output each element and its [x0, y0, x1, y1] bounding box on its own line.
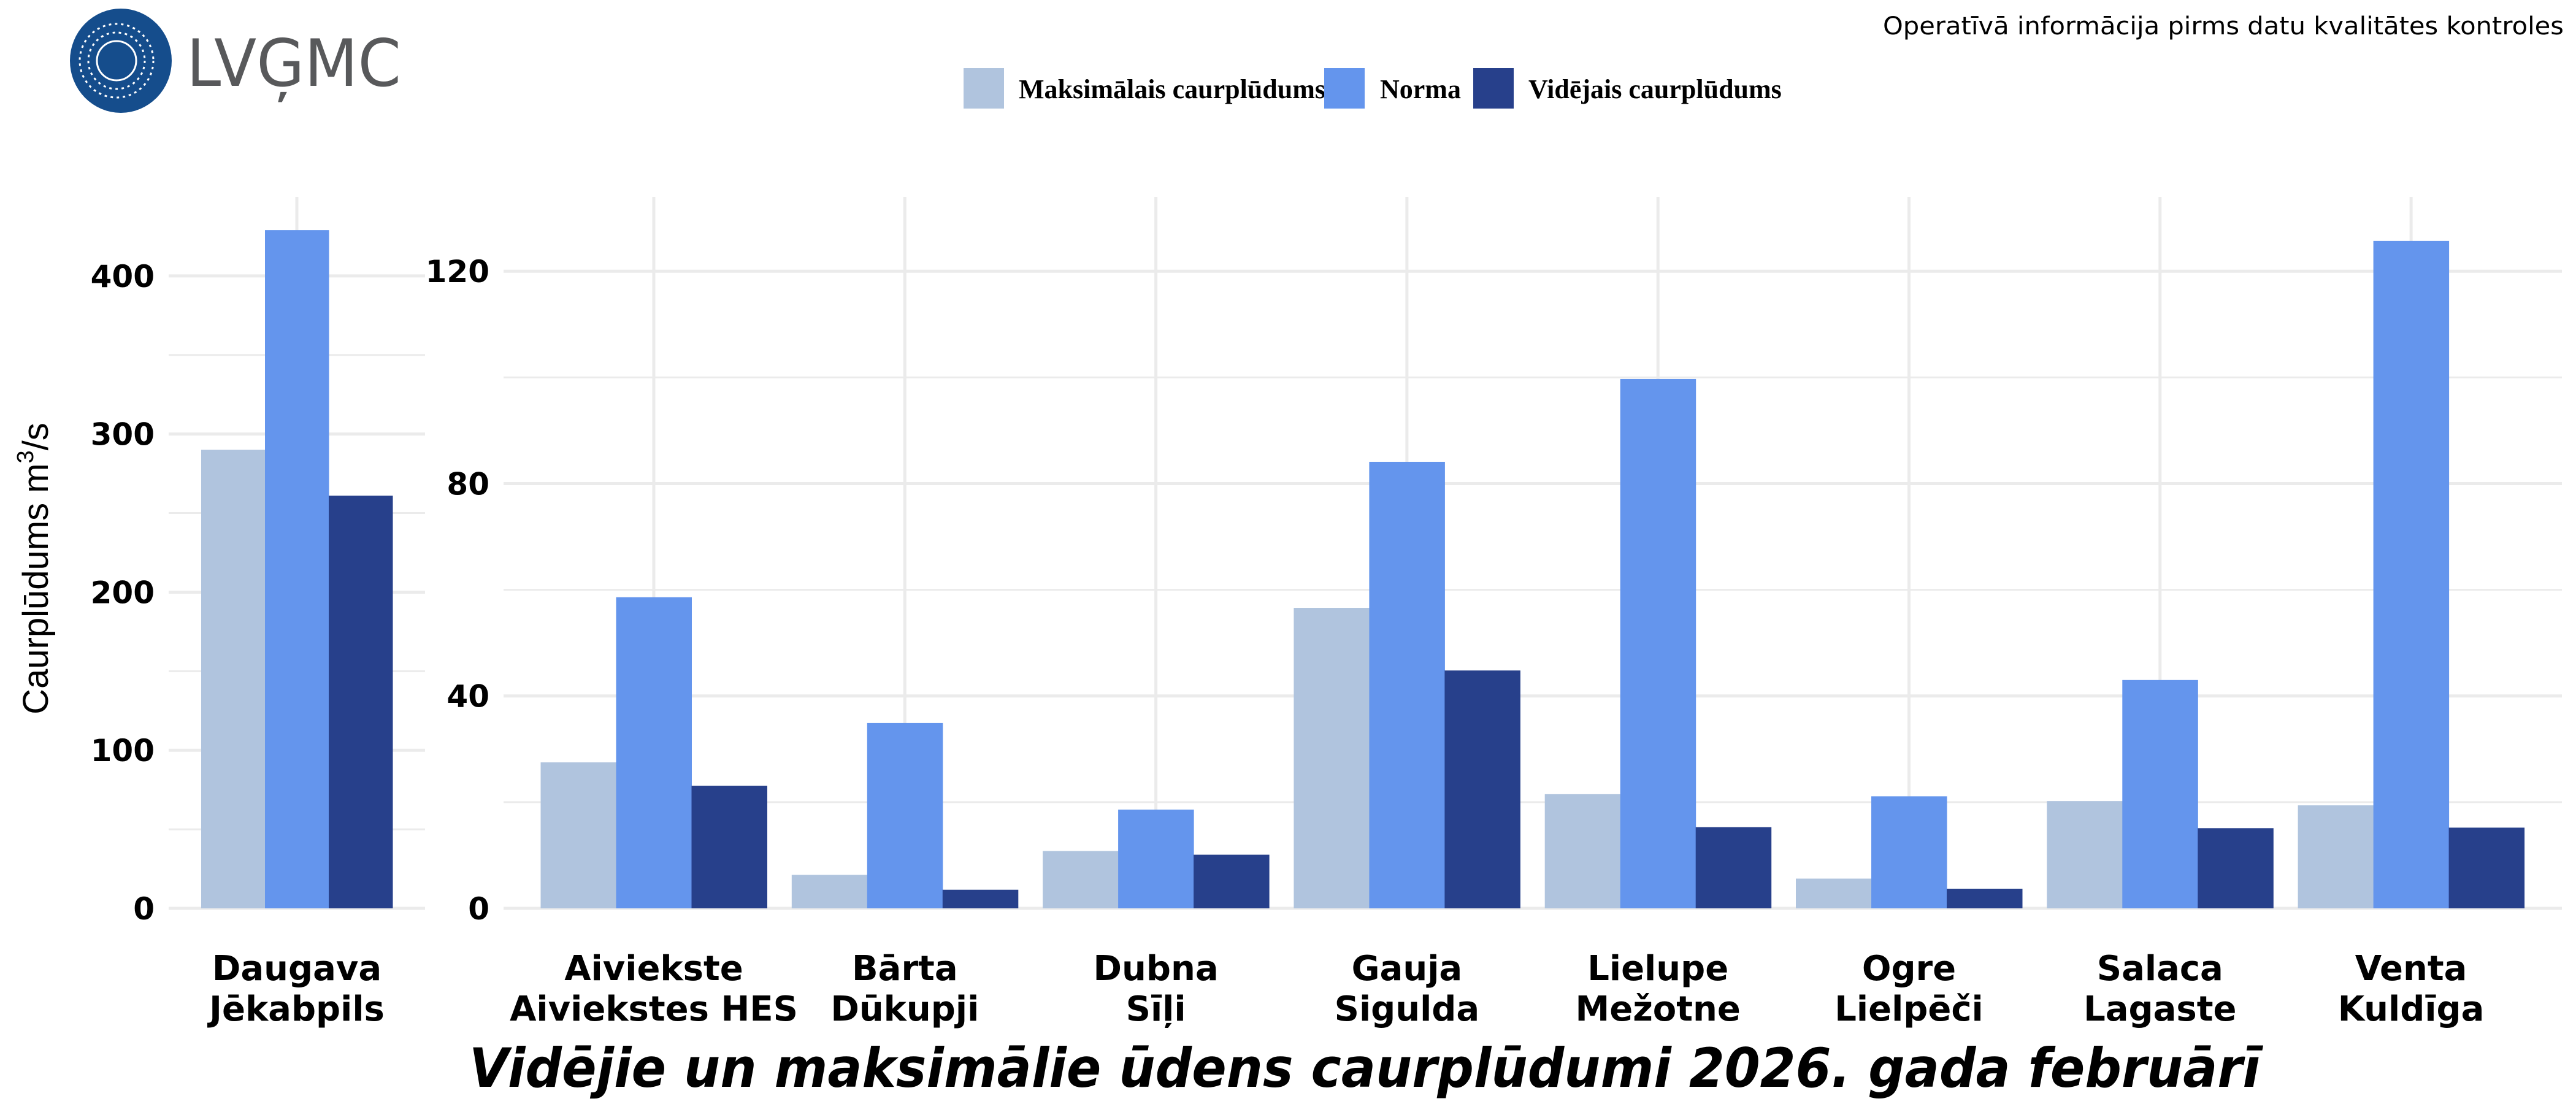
bar-max: [791, 875, 868, 908]
x-category-label: Dubna: [1094, 949, 1219, 989]
y-tick-label: 0: [133, 891, 155, 927]
bar-norm: [1871, 796, 1947, 908]
bar-mean: [2448, 827, 2525, 908]
x-category-label: Bārta: [852, 949, 958, 989]
legend-label-mean: Vidējais caurplūdums: [1528, 74, 1782, 104]
y-axis-label-text: Caurplūdums m: [16, 463, 56, 714]
legend-swatch-mean: [1473, 68, 1514, 109]
x-category-label: Venta: [2355, 949, 2467, 989]
legend-label-max: Maksimālais caurplūdums: [1019, 74, 1325, 104]
logo-text: LVĢMC: [186, 26, 401, 102]
bar-max: [1544, 794, 1621, 908]
bar-norm: [1620, 378, 1696, 908]
x-category-label: Lagaste: [2083, 989, 2236, 1029]
y-tick-label: 200: [91, 575, 155, 610]
bar-mean: [329, 496, 393, 908]
bar-max: [2047, 801, 2123, 908]
legend-label-norm: Norma: [1380, 74, 1461, 104]
x-category-label: Jēkabpils: [207, 989, 385, 1029]
x-category-label: Gauja: [1352, 949, 1463, 989]
legend-swatch-norm: [1324, 68, 1365, 109]
bar-mean: [1695, 827, 1772, 908]
bar-mean: [1194, 854, 1270, 908]
x-category-label: Lielpēči: [1834, 989, 1984, 1029]
legend-swatch-max: [964, 68, 1004, 109]
bar-norm: [616, 597, 692, 908]
y-tick-label: 0: [468, 891, 489, 927]
bar-mean: [942, 889, 1019, 908]
bar-norm: [2373, 240, 2450, 909]
x-category-label: Aiviekste: [564, 949, 743, 989]
y-axis-label: Caurplūdums m3/s: [13, 423, 56, 715]
logo-circle-icon: [70, 9, 172, 113]
bar-mean: [1947, 888, 2023, 908]
y-tick-label: 120: [426, 254, 489, 289]
lvgmc-logo: LVĢMC: [70, 9, 401, 113]
bar-max: [2298, 805, 2374, 908]
quality-note: Operatīvā informācija pirms datu kvalitā…: [1883, 12, 2564, 40]
bar-mean: [2198, 828, 2274, 908]
y-axis-label-unit: /s: [16, 423, 56, 450]
y-axis-label-sup: 3: [13, 450, 39, 463]
bar-norm: [1118, 809, 1194, 908]
bar-max: [1294, 608, 1370, 908]
bar-max: [1043, 851, 1119, 908]
x-category-label: Aiviekstes HES: [510, 989, 798, 1029]
y-tick-label: 80: [447, 466, 489, 502]
chart-title: Vidējie un maksimālie ūdens caurplūdumi …: [469, 1037, 2264, 1100]
y-tick-label: 40: [447, 679, 489, 715]
bar-max: [540, 762, 616, 908]
bar-mean: [691, 786, 767, 908]
x-category-label: Kuldīga: [2338, 989, 2485, 1029]
x-category-label: Dūkupji: [830, 989, 979, 1029]
bar-max: [1796, 878, 1872, 908]
bar-norm: [265, 230, 329, 909]
x-category-label: Sigulda: [1335, 989, 1480, 1029]
x-category-label: Ogre: [1862, 949, 1956, 989]
bar-mean: [1444, 670, 1520, 908]
legend: Maksimālais caurplūdums Norma Vidējais c…: [964, 68, 1782, 109]
y-tick-label: 100: [91, 733, 155, 769]
y-tick-label: 400: [91, 259, 155, 294]
x-category-label: Sīļi: [1126, 989, 1186, 1029]
bar-max: [201, 450, 266, 908]
x-category-label: Lielupe: [1587, 949, 1728, 989]
bar-norm: [1369, 461, 1445, 908]
x-category-label: Daugava: [212, 949, 381, 989]
x-category-label: Salaca: [2097, 949, 2223, 989]
y-tick-label: 300: [91, 417, 155, 453]
bar-norm: [867, 723, 943, 908]
x-category-label: Mežotne: [1576, 989, 1741, 1029]
bar-norm: [2122, 680, 2198, 908]
